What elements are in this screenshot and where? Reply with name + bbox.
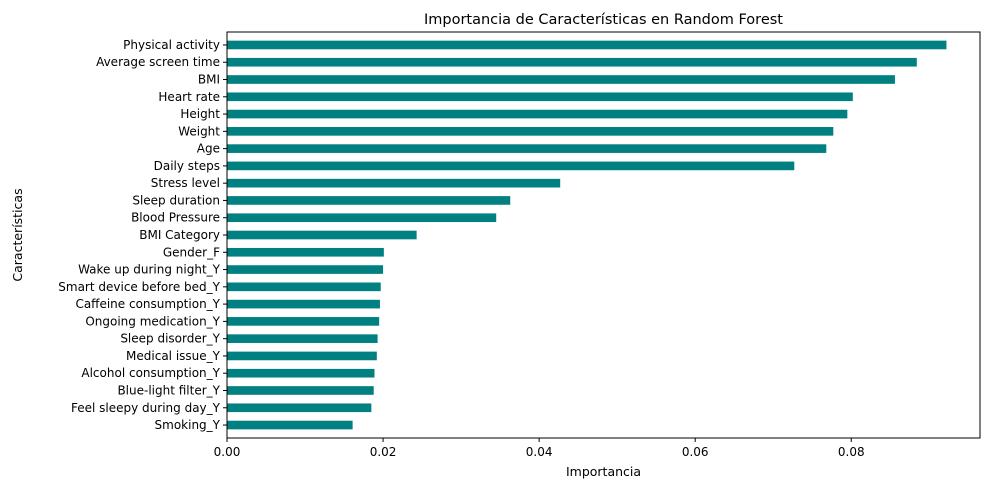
bar — [227, 127, 834, 136]
bar — [227, 92, 853, 102]
bar — [227, 299, 380, 309]
bar — [227, 213, 497, 223]
bar — [227, 334, 378, 343]
bar — [227, 178, 561, 188]
bar — [227, 420, 353, 430]
x-tick-label: 0.00 — [214, 445, 241, 459]
x-tick-label: 0.02 — [370, 445, 397, 459]
bar — [227, 265, 384, 274]
y-tick-label: Ongoing medication_Y — [85, 314, 220, 328]
bar — [227, 57, 917, 67]
bar — [227, 40, 947, 50]
y-tick-label: Sleep disorder_Y — [120, 332, 220, 346]
bar — [227, 282, 381, 292]
bar — [227, 75, 895, 84]
y-tick-label: Wake up during night_Y — [78, 263, 221, 277]
x-tick-label: 0.04 — [526, 445, 553, 459]
x-axis-label: Importancia — [566, 464, 641, 479]
bar — [227, 351, 377, 361]
y-tick-label: Alcohol consumption_Y — [81, 366, 220, 380]
bar — [227, 161, 795, 171]
plot-frame — [226, 31, 981, 439]
bar — [227, 403, 372, 413]
y-tick-label: Gender_F — [163, 245, 220, 259]
y-tick-label: Blood Pressure — [131, 211, 220, 225]
bar — [227, 247, 384, 257]
y-tick-label: Weight — [178, 124, 220, 138]
y-tick-label: Caffeine consumption_Y — [75, 297, 220, 311]
y-tick-label: Height — [180, 107, 220, 121]
y-tick-label: Daily steps — [154, 159, 220, 173]
y-tick-label: BMI — [198, 73, 220, 87]
y-tick-label: Sleep duration — [132, 193, 220, 207]
y-tick-label: Feel sleepy during day_Y — [71, 401, 221, 415]
x-tick-label: 0.08 — [838, 445, 865, 459]
y-tick-label: Blue-light filter_Y — [117, 383, 220, 397]
ticks-group: Physical activity Average screen time BMI H… — [58, 38, 864, 459]
chart-title: Importancia de Características en Random… — [424, 12, 783, 28]
y-tick-label: Average screen time — [96, 55, 220, 69]
y-tick-label: Age — [197, 142, 220, 156]
bar — [227, 386, 374, 395]
bar — [227, 230, 417, 240]
x-tick-label: 0.06 — [682, 445, 709, 459]
bar — [227, 144, 827, 153]
y-tick-label: Medical issue_Y — [126, 349, 221, 363]
bars-group — [227, 40, 947, 430]
y-tick-label: Stress level — [151, 176, 220, 190]
y-tick-label: Physical activity — [123, 38, 220, 52]
y-tick-label: Smoking_Y — [155, 418, 221, 432]
y-tick-label: Heart rate — [158, 90, 220, 104]
y-tick-label: BMI Category — [139, 228, 220, 242]
bar — [227, 109, 848, 119]
bar — [227, 317, 380, 326]
y-tick-label: Smart device before bed_Y — [58, 280, 220, 294]
bar — [227, 368, 375, 378]
y-axis-label: Características — [10, 188, 25, 281]
bar — [227, 196, 511, 205]
